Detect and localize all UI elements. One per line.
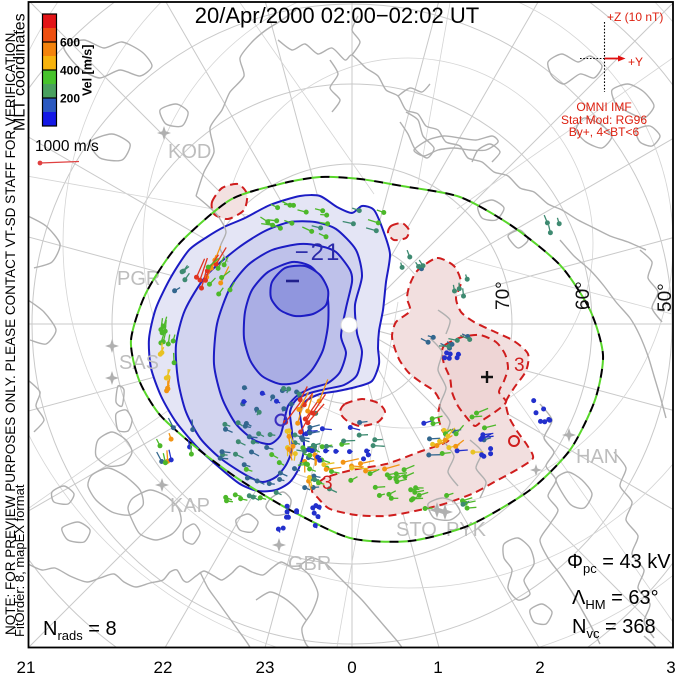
svg-text:ΛHM = 63°: ΛHM = 63° — [572, 587, 659, 612]
svg-text:3: 3 — [666, 658, 675, 674]
svg-text:KAP: KAP — [170, 495, 210, 517]
svg-text:200: 200 — [60, 92, 80, 106]
svg-text:1: 1 — [433, 658, 442, 674]
svg-text:60°: 60° — [573, 281, 594, 310]
svg-text:50°: 50° — [655, 283, 676, 312]
svg-text:GBR: GBR — [288, 553, 331, 575]
svg-text:FitOrder: 8, mapEX format: FitOrder: 8, mapEX format — [12, 484, 27, 637]
svg-text:20/Apr/2000 02:00−02:02 UT: 20/Apr/2000 02:00−02:02 UT — [195, 3, 479, 28]
svg-text:SAS: SAS — [119, 352, 159, 374]
svg-text:OMNI IMF: OMNI IMF — [576, 100, 631, 114]
svg-text:MLT coordinates: MLT coordinates — [12, 13, 29, 131]
svg-text:3: 3 — [322, 473, 333, 494]
svg-text:0: 0 — [347, 658, 356, 674]
svg-text:STO: STO — [396, 519, 437, 541]
svg-text:23: 23 — [256, 658, 275, 674]
svg-text:Stat Mod: RG96: Stat Mod: RG96 — [561, 113, 647, 127]
svg-text:NOTE: FOR PREVIEW PURPOSES ONL: NOTE: FOR PREVIEW PURPOSES ONLY. PLEASE … — [3, 29, 18, 635]
svg-text:21: 21 — [17, 658, 36, 674]
svg-text:PYK: PYK — [446, 519, 487, 541]
svg-text:600: 600 — [60, 36, 80, 50]
svg-text:−21: −21 — [295, 239, 342, 266]
svg-text:KOD: KOD — [168, 141, 211, 163]
svg-text:HAN: HAN — [576, 446, 618, 468]
svg-text:3: 3 — [514, 355, 525, 376]
svg-text:+Z (10 nT): +Z (10 nT) — [607, 10, 663, 24]
svg-text:+Y: +Y — [628, 55, 643, 69]
svg-text:Vel [m/s]: Vel [m/s] — [81, 45, 95, 96]
svg-text:By+, 4<BT<6: By+, 4<BT<6 — [569, 125, 640, 139]
svg-text:1000 m/s: 1000 m/s — [35, 138, 99, 155]
svg-text:22: 22 — [154, 658, 173, 674]
svg-text:Nvc = 368: Nvc = 368 — [572, 616, 656, 641]
svg-text:400: 400 — [60, 64, 80, 78]
svg-text:70°: 70° — [493, 281, 514, 310]
svg-text:2: 2 — [535, 658, 544, 674]
svg-text:Φpc = 43 kV: Φpc = 43 kV — [567, 551, 671, 576]
